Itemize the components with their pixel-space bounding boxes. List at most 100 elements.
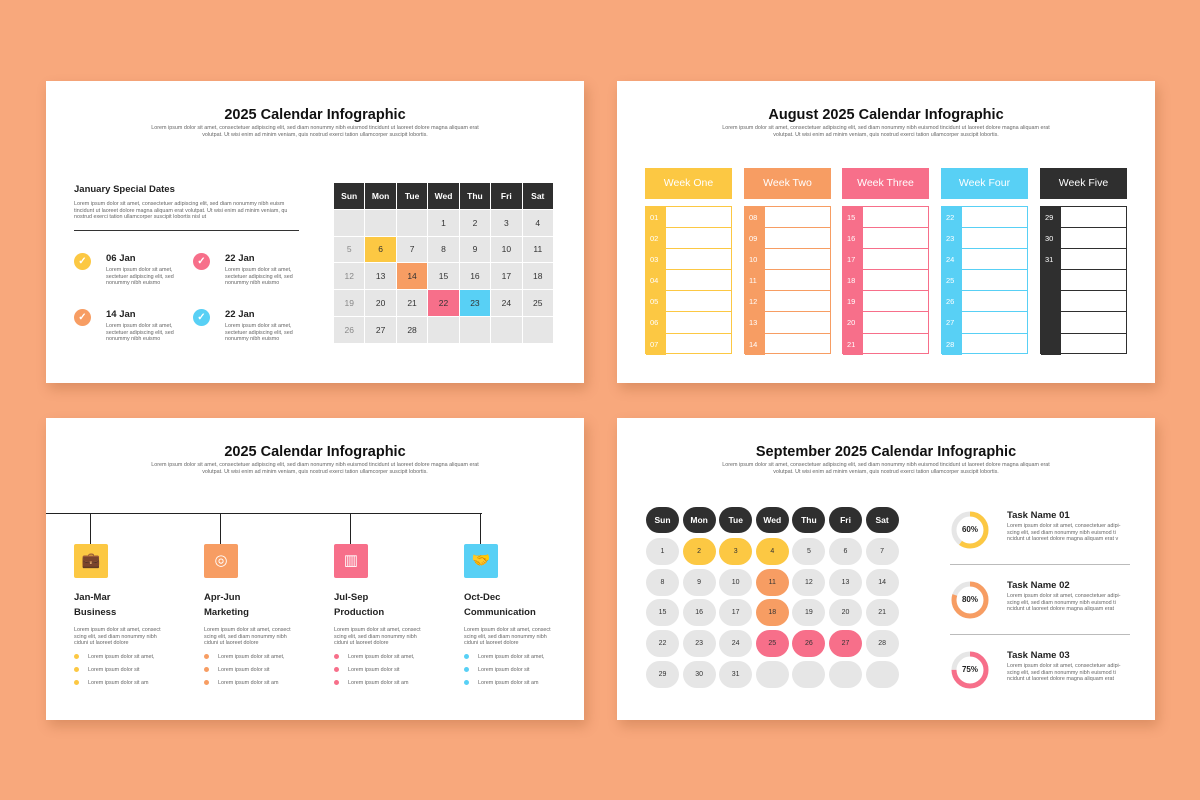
day-number: 05 [646, 291, 666, 312]
quarter-text: Lorem ipsum dolor sit amet, consect scin… [334, 627, 421, 647]
calendar-day-cell: 14 [395, 262, 429, 291]
day-number: 31 [1041, 249, 1061, 270]
bullet-text: Lorem ipsum dolor sit am [478, 679, 539, 686]
calendar-week-row: 5 6 7 8 9 10 11 [332, 235, 555, 264]
week-day-row: 11 [745, 270, 830, 292]
weekday-header: Fri [490, 182, 523, 210]
calendar-day-cell: 12 [792, 568, 826, 596]
calendar-day-cell: 24 [719, 630, 753, 658]
day-number: 28 [942, 333, 962, 355]
week-day-list: 15 16 17 18 19 20 21 [842, 206, 929, 355]
quarter-name: Business [74, 607, 117, 618]
special-date-text: Lorem ipsum dolor sit amet, sectetuer ad… [225, 267, 293, 287]
calendar-day-cell: 25 [755, 630, 789, 658]
task-text: Lorem ipsum dolor sit amet, consectetuer… [1007, 663, 1121, 683]
bullet-text: Lorem ipsum dolor sit am [88, 679, 149, 686]
divider [74, 229, 299, 231]
special-date: 06 Jan [106, 253, 136, 264]
calendar-day-cell [521, 315, 555, 344]
progress-ring-fill [951, 511, 989, 549]
quarter-block: ◎ Apr-Jun Marketing Lorem ipsum dolor sit a… [204, 544, 304, 686]
calendar-day-cell: 6 [364, 235, 397, 264]
weekday-header: Sat [865, 507, 899, 533]
day-number: 23 [942, 228, 962, 249]
day-number: 08 [745, 207, 765, 228]
week-day-row [1041, 291, 1126, 313]
week-day-row [1041, 270, 1126, 292]
calendar-day-cell: 1 [646, 538, 679, 565]
quarter-title: Jul-Sep Production [334, 590, 434, 620]
day-number: 10 [745, 249, 765, 270]
calendar-day-cell [829, 660, 862, 688]
slide-september-calendar: September 2025 Calendar Infographic Lore… [617, 418, 1155, 720]
quarter-name: Marketing [204, 607, 249, 618]
weekday-header: Fri [829, 507, 862, 533]
week-day-row: 02 [646, 228, 731, 250]
day-number [1041, 333, 1061, 355]
calendar-day-cell: 24 [490, 289, 523, 317]
quarter-period: Oct-Dec [464, 592, 501, 603]
bullet-item: Lorem ipsum dolor sit am [204, 680, 304, 686]
day-number: 20 [843, 312, 863, 333]
week-day-row [1041, 312, 1126, 334]
day-number: 11 [745, 270, 765, 291]
bullet-text: Lorem ipsum dolor sit am [218, 679, 279, 686]
slide-subtitle: Lorem ipsum dolor sit amet, consectetuer… [722, 125, 1050, 138]
calendar-day-cell: 4 [521, 208, 555, 237]
week-column: Week One 01 02 03 04 05 06 07 [645, 168, 732, 355]
week-day-row: 27 [942, 312, 1027, 334]
calendar-day-cell: 23 [458, 289, 492, 317]
quarter-block: ▥ Jul-Sep Production Lorem ipsum dolor sit … [334, 544, 434, 686]
slide-quarterly-timeline: 2025 Calendar Infographic Lorem ipsum do… [46, 418, 584, 720]
special-date-text: Lorem ipsum dolor sit amet, sectetuer ad… [225, 323, 293, 343]
day-number [1041, 291, 1061, 312]
slide-title: September 2025 Calendar Infographic [755, 444, 1017, 460]
special-dates-section: January Special Dates Lorem ipsum dolor … [74, 184, 299, 231]
timeline-connector [220, 513, 221, 544]
calendar-day-cell [458, 315, 492, 344]
bullet-text: Lorem ipsum dolor sit [348, 666, 400, 673]
task-item: 60% Task Name 01 Lorem ipsum dolor sit ame… [950, 502, 1130, 565]
day-number: 12 [745, 291, 765, 312]
quarter-block: 🤝 Oct-Dec Communication Lorem ipsum dolor s… [464, 544, 564, 686]
calendar-day-cell: 28 [395, 315, 429, 344]
day-number: 17 [843, 249, 863, 270]
week-day-row: 17 [843, 249, 928, 271]
calendar-day-cell: 8 [646, 568, 679, 596]
week-day-row: 14 [745, 333, 830, 355]
calendar-day-cell: 26 [792, 630, 826, 658]
week-day-row: 04 [646, 270, 731, 292]
day-number: 13 [745, 312, 765, 333]
quarter-text: Lorem ipsum dolor sit amet, consect scin… [74, 627, 161, 647]
calendar-day-cell: 30 [682, 660, 716, 688]
progress-percent: 60% [961, 525, 978, 534]
week-header: Week Three [842, 168, 929, 199]
calendar-day-cell: 2 [682, 538, 716, 565]
calendar-day-cell [755, 660, 789, 688]
quarter-name: Communication [464, 607, 536, 618]
week-column: Week Three 15 16 17 18 19 20 21 [842, 168, 929, 355]
calendar-day-cell: 6 [829, 538, 862, 565]
bullet-text: Lorem ipsum dolor sit amet, [348, 653, 415, 660]
week-column: Week Two 08 09 10 11 12 13 14 [744, 168, 831, 355]
weekday-header: Tue [719, 507, 753, 533]
bullet-item: Lorem ipsum dolor sit amet, [334, 654, 434, 660]
slide-subtitle: Lorem ipsum dolor sit amet, consectetuer… [722, 462, 1050, 475]
calendar-day-cell [395, 208, 429, 237]
day-number: 16 [843, 228, 863, 249]
calendar-day-cell: 5 [792, 538, 826, 565]
week-day-row: 03 [646, 249, 731, 271]
quarter-name: Production [334, 607, 385, 618]
calendar-week-row: 19 20 21 22 23 24 25 [332, 289, 555, 317]
calendar-day-cell: 18 [521, 262, 555, 291]
calendar-week-row: 12 13 14 15 16 17 18 [332, 262, 555, 291]
bullet-text: Lorem ipsum dolor sit am [348, 679, 409, 686]
special-date-text: Lorem ipsum dolor sit amet, sectetuer ad… [106, 267, 174, 287]
calendar-day-cell: 7 [865, 538, 899, 565]
calendar-day-cell: 5 [332, 235, 366, 264]
day-number: 26 [942, 291, 962, 312]
calendar-day-cell: 20 [829, 599, 862, 627]
weekday-header: Wed [427, 182, 460, 210]
week-day-list: 29 30 31 [1040, 206, 1127, 355]
week-column: Week Five 29 30 31 [1040, 168, 1127, 355]
